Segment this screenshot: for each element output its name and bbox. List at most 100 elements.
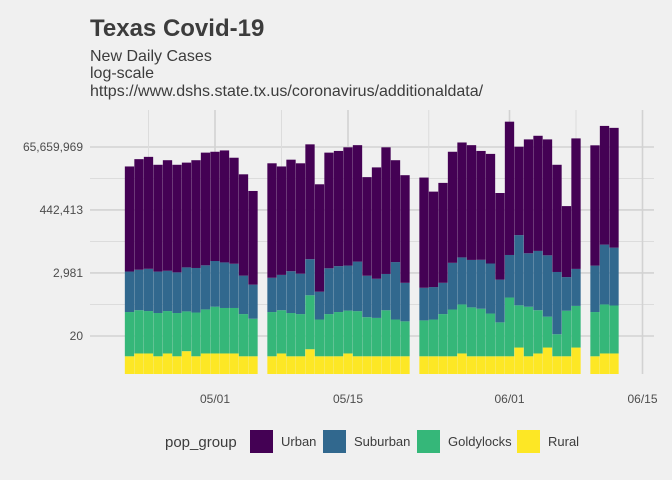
bar-goldylocks-2020-05-25 (438, 314, 448, 357)
bar-goldylocks-2020-04-24 (143, 311, 154, 354)
bar-suburban-2020-06-03 (523, 253, 534, 307)
bar-suburban-2020-06-10 (590, 265, 600, 313)
bar-rural-2020-06-07 (561, 356, 572, 374)
bar-urban-2020-04-24 (143, 156, 154, 269)
bar-goldylocks-2020-04-26 (162, 311, 173, 354)
bar-goldylocks-2020-05-19 (381, 310, 391, 357)
bar-suburban-2020-05-13 (324, 268, 334, 315)
legend-swatch-urban (250, 430, 273, 453)
bar-urban-2020-06-01 (504, 121, 515, 255)
bar-rural-2020-05-02 (219, 353, 230, 374)
bar-suburban-2020-05-29 (476, 259, 486, 309)
bar-rural-2020-04-24 (143, 353, 154, 374)
bar-rural-2020-05-17 (362, 356, 372, 374)
bar-suburban-2020-05-09 (286, 271, 296, 314)
bar-urban-2020-04-27 (172, 164, 182, 273)
bar-urban-2020-05-14 (333, 150, 344, 267)
chart-title: Texas Covid-19 (90, 15, 264, 42)
bar-suburban-2020-05-17 (362, 275, 372, 318)
bar-rural-2020-06-04 (533, 353, 543, 374)
bar-rural-2020-06-03 (523, 356, 534, 374)
bar-urban-2020-04-25 (153, 164, 163, 272)
bar-urban-2020-06-12 (609, 127, 619, 248)
bar-goldylocks-2020-04-25 (153, 313, 163, 357)
bar-suburban-2020-06-11 (599, 244, 610, 305)
bar-goldylocks-2020-04-22 (124, 312, 135, 357)
bar-urban-2020-05-26 (447, 151, 458, 263)
bar-urban-2020-04-22 (124, 166, 135, 272)
x-tick-label-0: 05/01 (200, 392, 230, 406)
bar-suburban-2020-05-15 (343, 265, 353, 311)
bar-rural-2020-06-11 (599, 353, 610, 374)
bar-suburban-2020-05-28 (466, 259, 477, 308)
bar-rural-2020-05-29 (476, 356, 486, 374)
bar-goldylocks-2020-05-30 (485, 313, 496, 357)
bar-goldylocks-2020-06-11 (599, 304, 610, 354)
bar-rural-2020-05-12 (314, 356, 325, 374)
chart-subtitle-line-1: New Daily Cases (90, 48, 212, 65)
bar-urban-2020-05-17 (362, 177, 372, 276)
bar-goldylocks-2020-05-07 (267, 312, 277, 357)
bar-rural-2020-05-31 (495, 356, 505, 374)
bar-goldylocks-2020-05-14 (333, 312, 344, 357)
bar-urban-2020-05-23 (419, 177, 429, 288)
bar-rural-2020-05-05 (248, 356, 258, 374)
bar-rural-2020-05-01 (210, 353, 220, 374)
bar-goldylocks-2020-04-28 (181, 311, 192, 352)
bar-suburban-2020-06-07 (561, 277, 572, 311)
bar-suburban-2020-05-16 (352, 261, 363, 312)
bar-rural-2020-06-05 (542, 347, 553, 374)
bar-goldylocks-2020-05-08 (276, 310, 287, 354)
y-tick-label-2: 442,413 (40, 203, 84, 217)
bar-rural-2020-05-23 (419, 356, 429, 374)
bar-goldylocks-2020-05-11 (305, 295, 315, 350)
bar-goldylocks-2020-06-01 (504, 297, 515, 357)
bar-urban-2020-06-06 (552, 164, 562, 272)
bar-suburban-2020-06-01 (504, 254, 515, 298)
bar-goldylocks-2020-06-07 (561, 310, 572, 357)
bar-urban-2020-05-18 (371, 167, 382, 279)
legend-swatch-suburban (323, 430, 346, 453)
bar-rural-2020-04-29 (191, 356, 201, 374)
bar-goldylocks-2020-05-05 (248, 318, 258, 357)
chart-subtitle-line-3: https://www.dshs.state.tx.us/coronavirus… (90, 83, 484, 100)
bar-urban-2020-05-05 (248, 190, 258, 285)
bar-rural-2020-04-26 (162, 353, 173, 374)
bar-urban-2020-05-31 (495, 193, 505, 280)
legend-label-suburban: Suburban (354, 434, 410, 449)
bar-urban-2020-05-03 (229, 157, 239, 264)
bar-goldylocks-2020-06-06 (552, 334, 562, 357)
bar-urban-2020-06-10 (590, 145, 600, 266)
bar-rural-2020-05-08 (276, 353, 287, 374)
bar-rural-2020-04-27 (172, 356, 182, 374)
bar-goldylocks-2020-05-01 (210, 306, 220, 354)
bar-suburban-2020-05-05 (248, 284, 258, 319)
bar-suburban-2020-05-10 (295, 273, 306, 315)
bar-goldylocks-2020-06-08 (571, 305, 581, 348)
bar-urban-2020-04-23 (134, 159, 144, 270)
bar-urban-2020-06-05 (542, 139, 553, 256)
bar-goldylocks-2020-05-21 (400, 321, 410, 357)
bar-rural-2020-05-15 (343, 353, 353, 374)
y-tick-label-3: 65,659,969 (23, 140, 83, 154)
bar-rural-2020-05-07 (267, 356, 277, 374)
bar-urban-2020-04-28 (181, 162, 192, 268)
bar-goldylocks-2020-05-12 (314, 319, 325, 357)
bar-urban-2020-05-19 (381, 147, 391, 274)
y-tick-label-0: 20 (70, 329, 84, 343)
legend-swatch-rural (517, 430, 540, 453)
bar-suburban-2020-06-12 (609, 247, 619, 306)
bar-stacks (124, 121, 619, 374)
bar-urban-2020-04-30 (200, 152, 211, 266)
bar-goldylocks-2020-05-24 (428, 319, 439, 357)
bar-rural-2020-05-11 (305, 349, 315, 374)
bar-urban-2020-06-11 (599, 125, 610, 245)
bar-suburban-2020-06-02 (514, 235, 524, 306)
bar-urban-2020-05-08 (276, 166, 287, 275)
bar-suburban-2020-05-23 (419, 287, 429, 321)
bar-suburban-2020-06-06 (552, 271, 562, 335)
bar-goldylocks-2020-06-05 (542, 316, 553, 348)
bar-urban-2020-05-30 (485, 153, 496, 264)
bar-urban-2020-05-12 (314, 184, 325, 292)
bar-goldylocks-2020-05-20 (390, 319, 401, 357)
